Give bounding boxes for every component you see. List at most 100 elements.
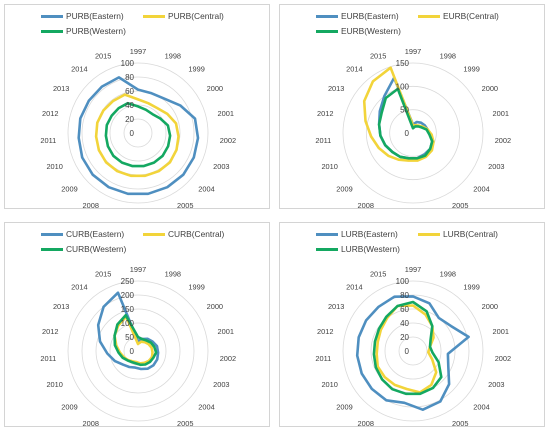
category-label: 2015 [95,269,111,278]
category-label: 2011 [40,354,56,363]
category-label: 2012 [317,327,333,336]
category-label: 1998 [440,269,456,278]
tick-label: 50 [125,333,134,342]
category-label: 2008 [358,419,374,428]
category-label: 2005 [177,419,193,428]
legend-item-eastern: CURB(Eastern) [41,229,124,239]
category-label: 1997 [130,265,146,274]
legend-item-central: CURB(Central) [143,229,224,239]
legend-label: PURB(Eastern) [66,11,124,21]
grid-ring [81,294,195,408]
category-label: 2011 [40,136,56,145]
category-label: 2004 [198,185,214,194]
series-line-eastern [355,295,470,411]
grid-ring [123,118,153,148]
grid-ring [67,280,209,422]
series-line-central [94,93,180,178]
legend: PURB(Eastern) PURB(Central) PURB(Western… [5,5,269,45]
legend: EURB(Eastern) EURB(Central) EURB(Western… [280,5,544,45]
category-label: 2001 [493,109,509,118]
category-label: 2003 [488,162,504,171]
legend-label: LURB(Western) [341,244,400,254]
category-label: 2010 [46,380,62,389]
legend-item-central: LURB(Central) [418,229,498,239]
radar-plot: 1997199819992000200120022003200420052006… [315,47,511,210]
grid-ring [384,322,442,380]
category-label: 2013 [53,302,69,311]
grid-ring [398,336,428,366]
category-label: 2010 [46,162,62,171]
category-label: 2004 [473,403,489,412]
category-label: 2014 [346,64,362,73]
radar-panel-curb: CURB(Eastern) CURB(Central) CURB(Western… [4,222,270,428]
tick-label: 250 [121,277,135,286]
category-label: 2013 [328,302,344,311]
legend: CURB(Eastern) CURB(Central) CURB(Western… [5,223,269,263]
tick-label: 40 [125,101,134,110]
radar-plot: 1997199819992000200120022003200420052006… [40,265,236,428]
category-label: 2014 [71,282,87,291]
series-line-western [104,101,172,168]
series-line-western [113,313,158,367]
category-label: 1997 [405,47,421,56]
tick-label: 200 [121,291,135,300]
category-label: 2009 [61,403,77,412]
category-label: 2009 [61,185,77,194]
tick-label: 100 [396,277,410,286]
legend-item-eastern: PURB(Eastern) [41,11,124,21]
tick-label: 80 [400,291,409,300]
legend: LURB(Eastern) LURB(Central) LURB(Western… [280,223,544,263]
legend-swatch-central [418,232,440,236]
tick-label: 60 [125,87,134,96]
category-label: 2000 [207,84,223,93]
category-label: 2014 [71,64,87,73]
legend-label: EURB(Eastern) [341,11,399,21]
category-label: 1999 [463,282,479,291]
category-label: 2008 [358,201,374,210]
legend-swatch-central [418,14,440,18]
tick-label: 0 [130,129,135,138]
category-label: 2011 [315,136,331,145]
category-label: 1998 [165,51,181,60]
category-label: 2012 [317,109,333,118]
legend-label: EURB(Western) [341,26,401,36]
radar-panel-eurb: EURB(Eastern) EURB(Central) EURB(Western… [279,4,545,210]
legend-item-western: LURB(Western) [316,244,400,254]
category-label: 2002 [220,354,236,363]
series-line-western [372,300,443,396]
category-label: 2002 [220,136,236,145]
category-label: 2008 [83,419,99,428]
category-label: 2008 [83,201,99,210]
grid-ring [342,62,484,204]
tick-label: 100 [121,59,135,68]
legend-item-eastern: LURB(Eastern) [316,229,398,239]
tick-label: 150 [396,59,410,68]
series-line-eastern [96,291,160,371]
grid-ring [81,76,195,190]
tick-label: 20 [125,115,134,124]
category-label: 2004 [473,185,489,194]
category-label: 2005 [177,201,193,210]
category-label: 2005 [452,419,468,428]
category-label: 2013 [53,84,69,93]
category-label: 2014 [346,282,362,291]
legend-swatch-eastern [41,14,63,18]
radar-plot: 1997199819992000200120022003200420052006… [40,47,236,210]
legend-item-western: EURB(Western) [316,26,401,36]
tick-label: 100 [121,319,135,328]
category-label: 1997 [405,265,421,274]
radar-panel-purb: PURB(Eastern) PURB(Central) PURB(Western… [4,4,270,210]
category-label: 2009 [336,185,352,194]
category-label: 1999 [463,64,479,73]
grid-ring [95,308,181,394]
series-line-central [375,304,438,394]
category-label: 2003 [213,162,229,171]
category-label: 2012 [42,109,58,118]
category-label: 2003 [213,380,229,389]
category-label: 2013 [328,84,344,93]
grid-ring [389,109,437,157]
series-line-western [377,87,434,160]
legend-label: EURB(Central) [443,11,499,21]
category-label: 1998 [165,269,181,278]
tick-label: 50 [400,106,409,115]
